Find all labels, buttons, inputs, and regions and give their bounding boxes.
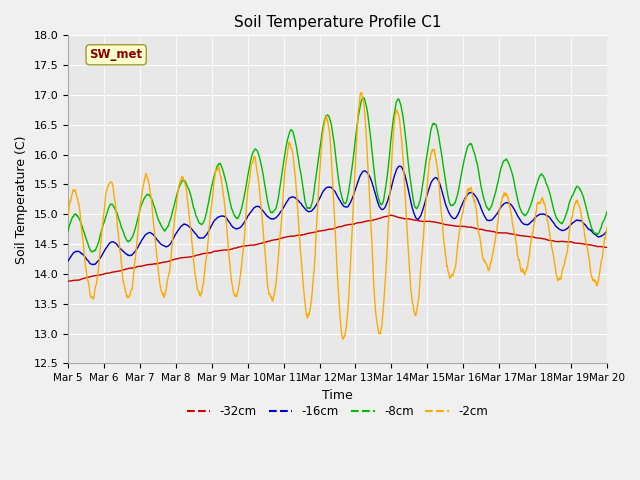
Y-axis label: Soil Temperature (C): Soil Temperature (C) (15, 135, 28, 264)
Title: Soil Temperature Profile C1: Soil Temperature Profile C1 (234, 15, 441, 30)
Text: SW_met: SW_met (90, 48, 143, 61)
X-axis label: Time: Time (322, 389, 353, 402)
Legend: -32cm, -16cm, -8cm, -2cm: -32cm, -16cm, -8cm, -2cm (182, 401, 493, 423)
